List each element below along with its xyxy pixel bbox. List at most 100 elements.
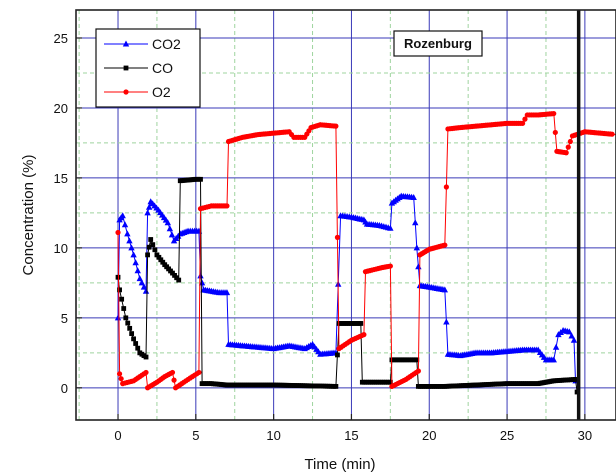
legend-item-co2: CO2 xyxy=(104,36,181,52)
data-point-co2 xyxy=(415,263,422,270)
series-o2 xyxy=(115,110,616,391)
data-point-o2 xyxy=(334,234,341,240)
data-point-co2 xyxy=(121,221,129,228)
legend-marker xyxy=(123,89,129,95)
data-point-co xyxy=(133,341,139,346)
data-point-co xyxy=(150,242,156,248)
data-point-co xyxy=(125,320,131,326)
legend-label: CO xyxy=(152,60,173,76)
data-point-co xyxy=(387,379,393,385)
data-point-co2 xyxy=(164,219,172,226)
data-point-co xyxy=(156,254,162,260)
legend-label: CO2 xyxy=(152,36,181,52)
data-point-co xyxy=(131,336,136,342)
data-point-co xyxy=(358,321,364,326)
data-point-co2 xyxy=(568,332,575,339)
data-point-co xyxy=(146,244,152,250)
y-tick-label: 0 xyxy=(61,381,68,396)
data-point-co2 xyxy=(198,279,206,286)
series-line-o2 xyxy=(117,112,616,389)
data-point-co xyxy=(335,352,340,358)
data-point-co xyxy=(152,247,158,253)
grid xyxy=(76,10,616,420)
data-point-co xyxy=(154,252,160,258)
data-point-o2 xyxy=(567,138,573,145)
data-point-o2 xyxy=(171,377,177,383)
data-point-o2 xyxy=(387,263,393,269)
data-point-o2 xyxy=(552,129,558,136)
data-point-co2 xyxy=(136,275,144,282)
data-point-co2 xyxy=(550,356,557,363)
plot-series xyxy=(114,110,616,395)
legend-marker xyxy=(123,65,129,71)
x-tick-label: 20 xyxy=(422,428,436,443)
data-point-co2 xyxy=(144,209,151,216)
data-point-co2 xyxy=(566,328,573,335)
data-point-o2 xyxy=(169,369,176,376)
data-point-co xyxy=(198,176,203,182)
data-point-co xyxy=(573,377,578,382)
annotation-box: Rozenburg xyxy=(393,30,483,57)
data-point-co2 xyxy=(387,224,394,231)
data-point-co2 xyxy=(119,212,126,219)
data-point-o2 xyxy=(565,144,571,150)
data-point-co2 xyxy=(168,231,176,238)
data-point-o2 xyxy=(224,203,230,209)
data-point-co xyxy=(135,345,141,351)
data-point-co2 xyxy=(443,318,450,325)
data-point-co xyxy=(123,315,129,321)
data-point-co2 xyxy=(130,251,137,258)
data-point-co2 xyxy=(114,314,122,321)
data-point-co2 xyxy=(132,259,139,266)
data-point-o2 xyxy=(520,120,526,126)
data-point-o2 xyxy=(115,229,121,236)
data-point-co2 xyxy=(413,244,421,251)
x-tick-label: 15 xyxy=(344,428,358,443)
data-point-co2 xyxy=(412,219,419,226)
data-point-o2 xyxy=(361,332,367,338)
data-point-o2 xyxy=(333,123,339,129)
data-point-o2 xyxy=(415,368,421,374)
y-tick-label: 15 xyxy=(54,171,68,186)
y-tick-label: 5 xyxy=(61,311,68,326)
series-co2 xyxy=(114,192,579,384)
data-point-co xyxy=(121,306,127,311)
data-point-co xyxy=(333,384,339,389)
data-point-o2 xyxy=(196,369,202,376)
annotation-text: Rozenburg xyxy=(404,36,472,51)
data-point-co xyxy=(176,277,182,283)
data-point-o2 xyxy=(563,150,569,156)
data-point-co2 xyxy=(126,237,133,244)
legend-item-co: CO xyxy=(104,60,173,76)
y-tick-label: 25 xyxy=(54,31,68,46)
data-point-co2 xyxy=(410,194,417,201)
data-point-o2 xyxy=(118,376,124,382)
data-point-co2 xyxy=(223,289,231,296)
data-point-co2 xyxy=(140,283,148,290)
legend-marker xyxy=(122,40,130,47)
data-point-co xyxy=(145,252,150,258)
data-point-o2 xyxy=(116,371,123,377)
y-tick-label: 20 xyxy=(54,101,68,116)
x-tick-label: 0 xyxy=(114,428,121,443)
data-point-o2 xyxy=(443,184,449,190)
data-point-co xyxy=(143,354,149,360)
data-point-co xyxy=(148,237,154,242)
data-point-o2 xyxy=(143,369,149,376)
data-point-co2 xyxy=(128,244,135,251)
data-point-co xyxy=(414,357,420,363)
data-point-co2 xyxy=(570,336,578,343)
plot-frame xyxy=(75,9,616,421)
data-point-co2 xyxy=(134,267,141,274)
x-axis-title: Time (min) xyxy=(304,456,375,473)
x-tick-label: 5 xyxy=(192,428,199,443)
data-point-co xyxy=(117,287,122,293)
data-point-o2 xyxy=(522,116,528,122)
data-point-co2 xyxy=(124,230,131,237)
data-point-co2 xyxy=(197,272,204,279)
series-line-co xyxy=(117,178,578,393)
data-point-co xyxy=(129,331,135,336)
data-point-co2 xyxy=(145,203,153,210)
data-point-o2 xyxy=(609,131,615,137)
